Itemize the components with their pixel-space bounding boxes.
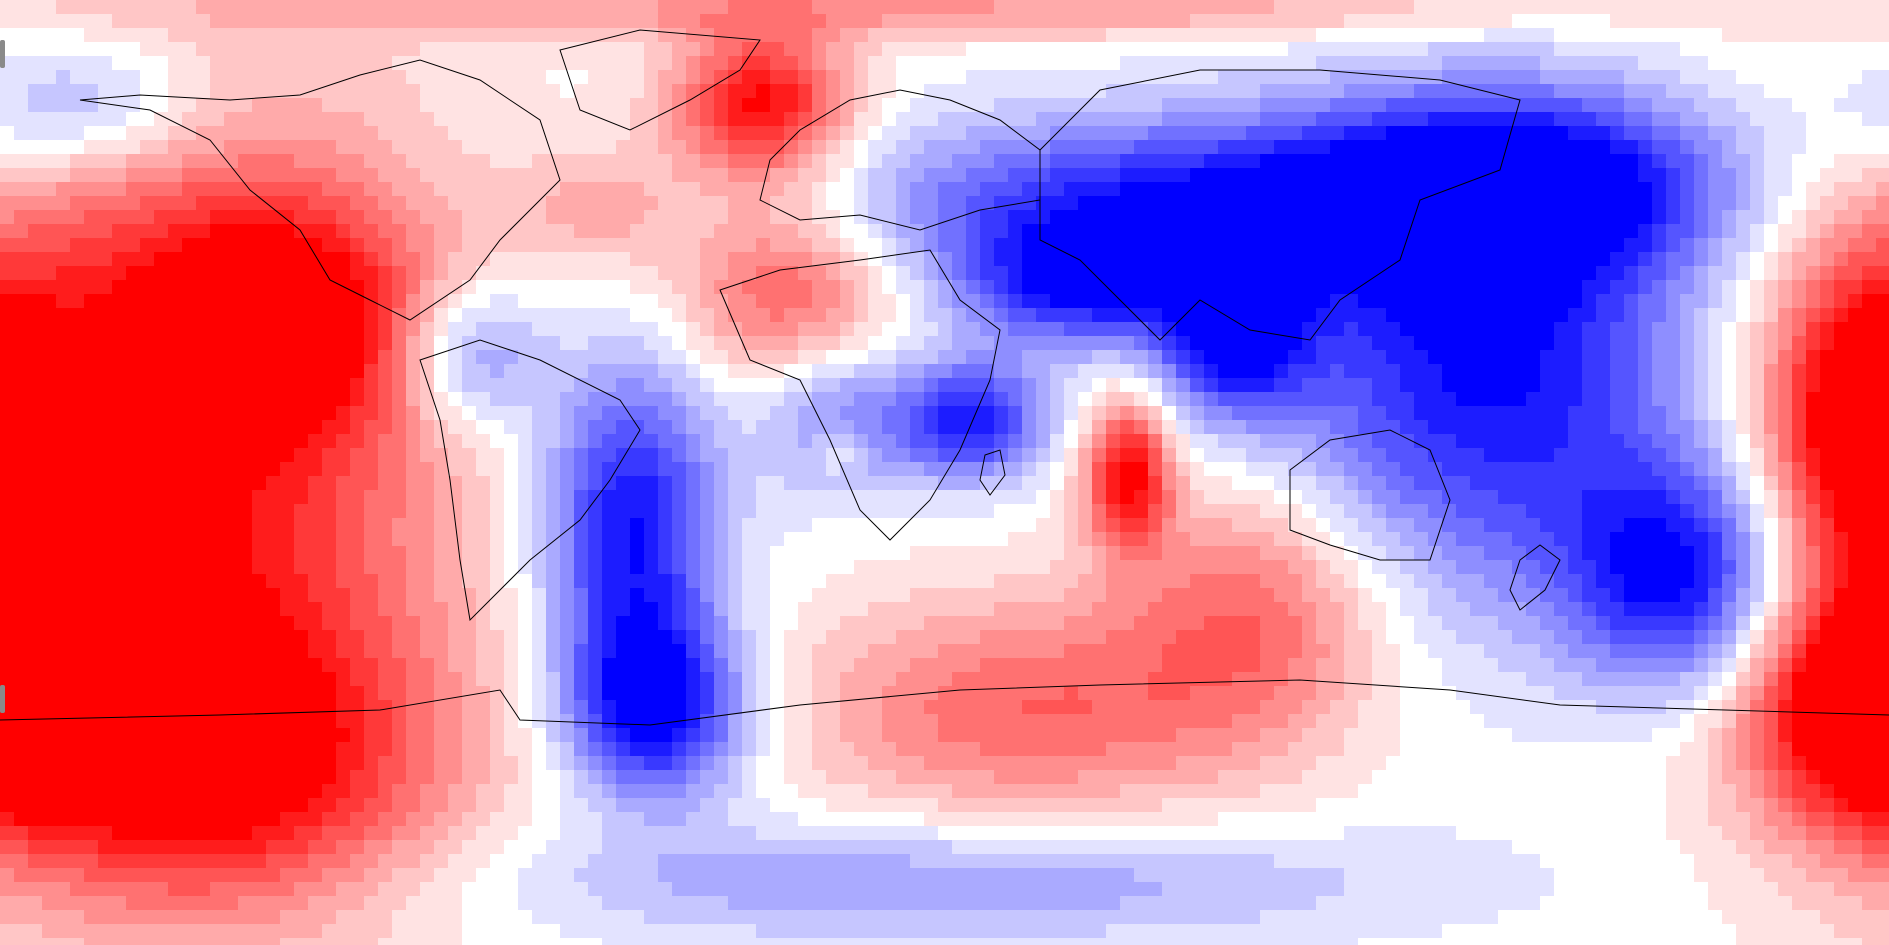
new-zealand-coastline [1509,544,1561,611]
south-america-coastline [419,339,641,622]
north-america-coastline [79,59,561,321]
left-bottom-resize-handle[interactable] [0,685,5,713]
left-top-resize-handle[interactable] [0,40,5,68]
madagascar-coastline [979,449,1006,496]
australia-coastline [1289,429,1451,561]
asia-coastline [1039,69,1521,341]
coastline-layer [0,29,1889,726]
antarctica-coastline [0,679,1889,726]
africa-coastline [719,249,1001,541]
greenland-coastline [559,29,761,131]
